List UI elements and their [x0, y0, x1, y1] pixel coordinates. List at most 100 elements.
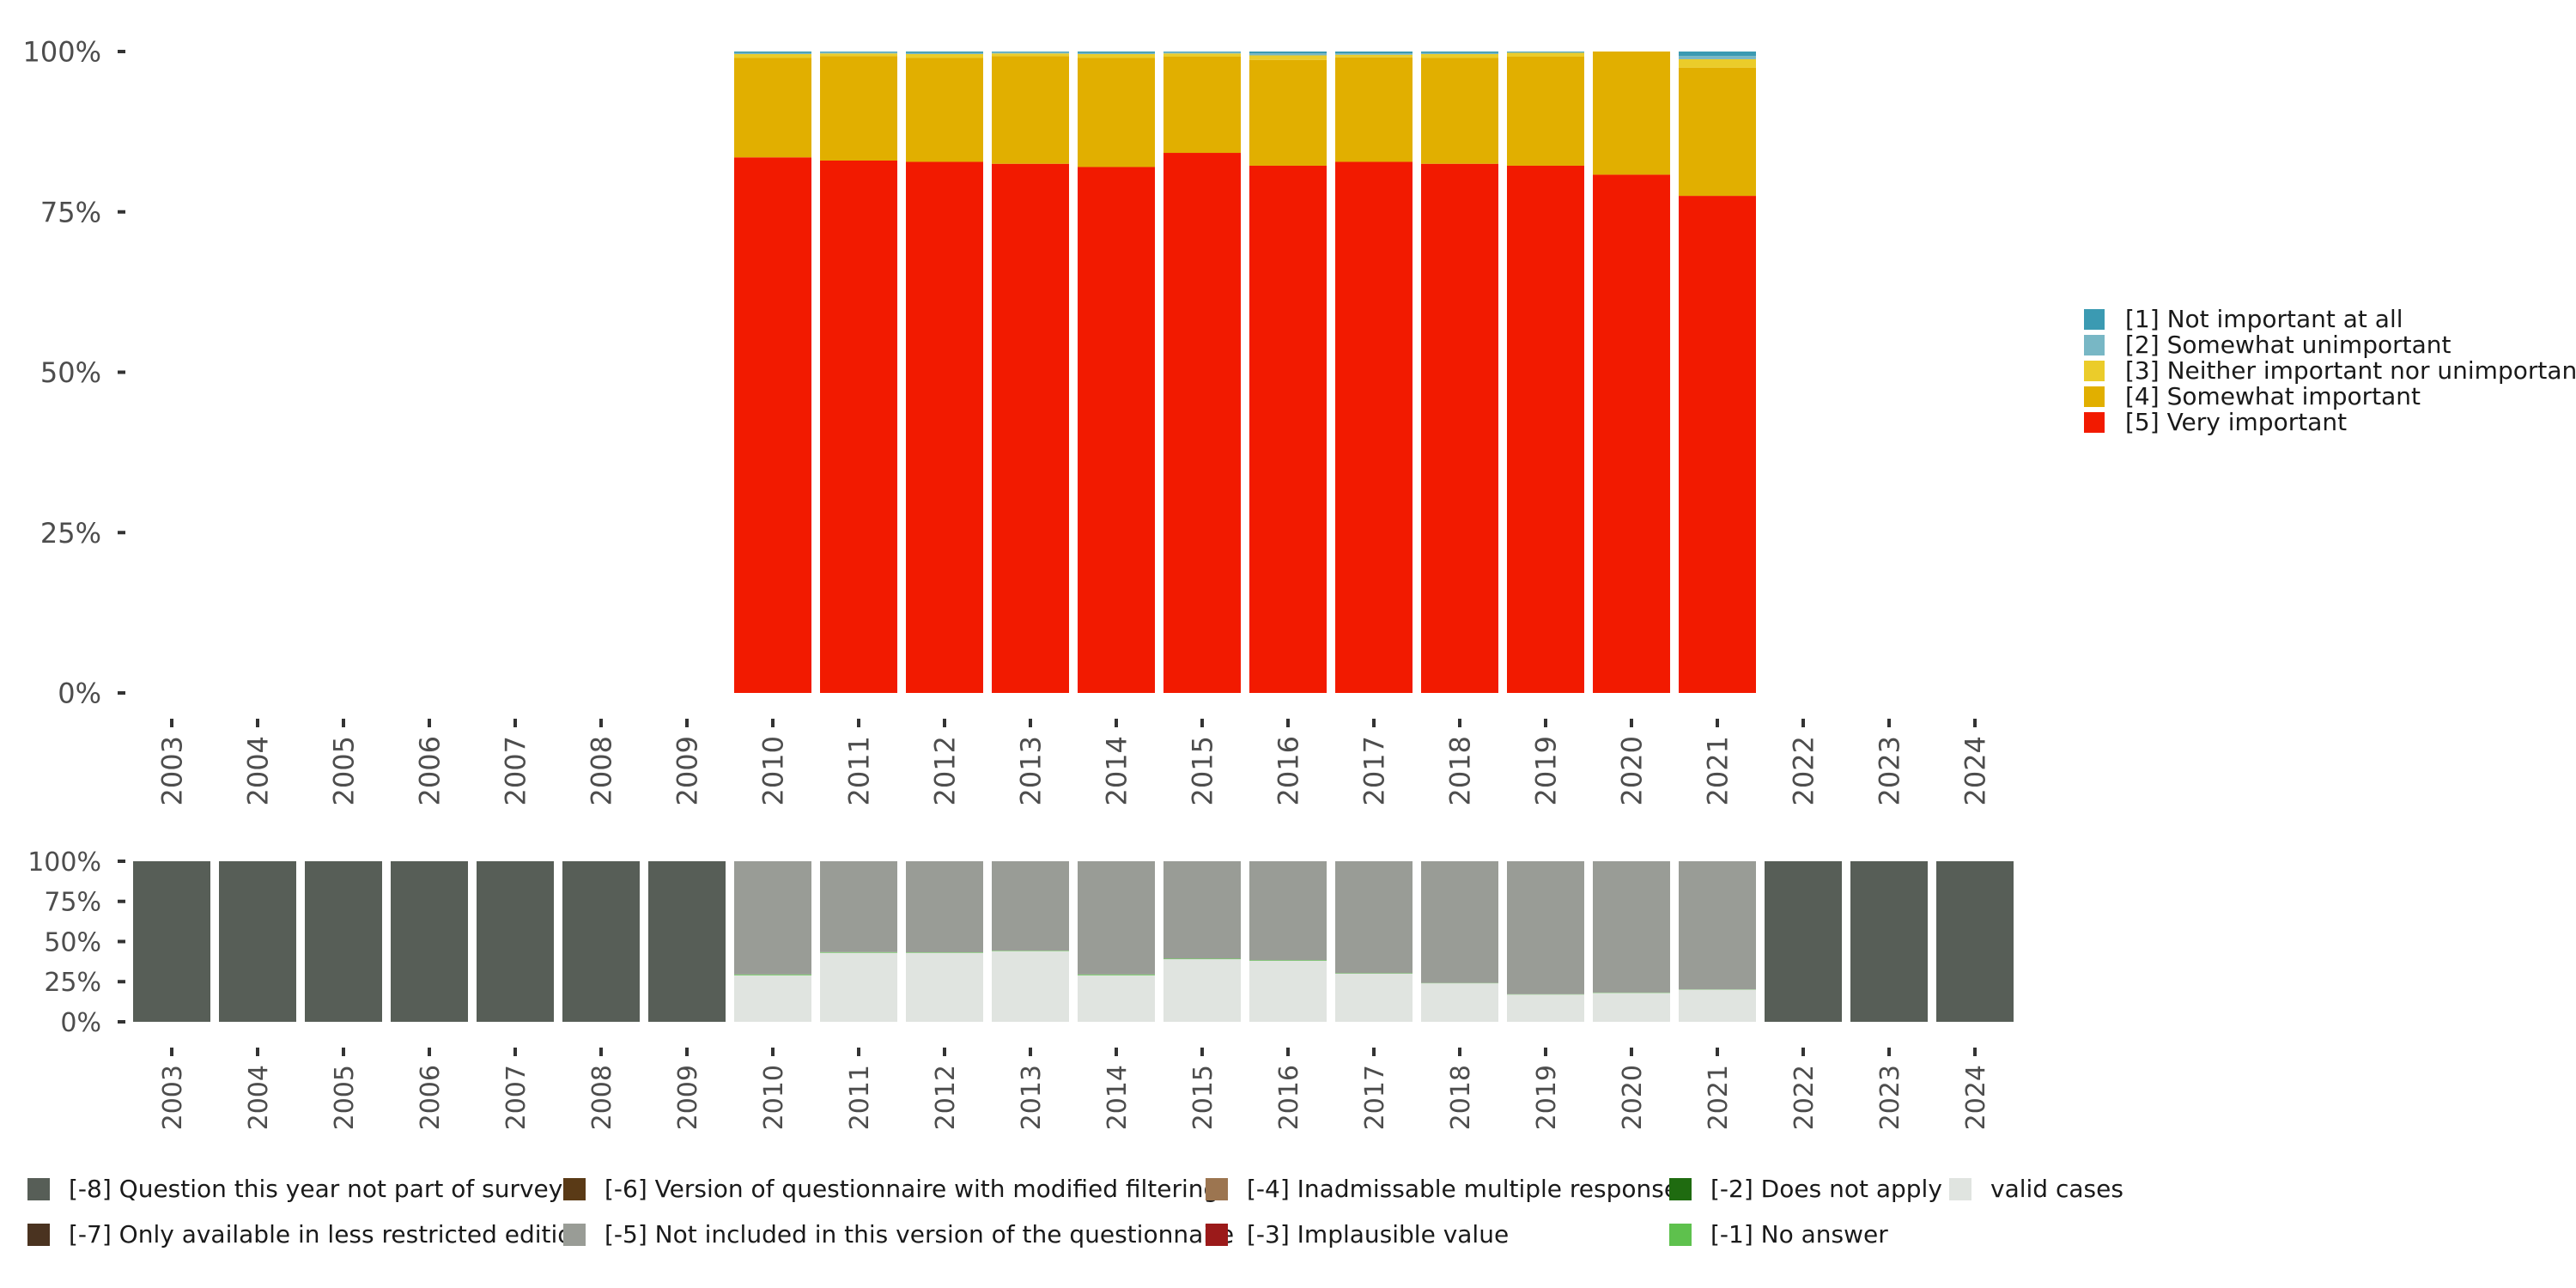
legend-swatch: [27, 1178, 50, 1200]
legend-label: [3] Neither important nor unimportant: [2125, 356, 2576, 385]
bar-segment-2014-5: [1078, 861, 1155, 975]
bar-segment-2017-4: [1335, 52, 1413, 54]
bar-segment-2009-8: [648, 861, 726, 1022]
bar-segment-2018-3: [1421, 52, 1498, 54]
legend-swatch: [2084, 386, 2105, 407]
x-tick-label: 2018: [1446, 1065, 1476, 1130]
bar-segment-2018-1: [1421, 58, 1498, 164]
x-tick-label: 2010: [757, 736, 790, 805]
main-legend: [1] Not important at all[2] Somewhat uni…: [2084, 305, 2576, 436]
bar-segment-2017-0: [1335, 973, 1413, 1022]
y-tick-label: 25%: [40, 517, 101, 550]
x-tick-label: 2007: [500, 736, 532, 805]
bar-segment-2023-8: [1850, 861, 1928, 1022]
y-tick-label: 0%: [60, 1008, 101, 1038]
bar-segment-2017-2: [1335, 54, 1413, 58]
x-tick-label: 2020: [1618, 1065, 1648, 1130]
x-tick-label: 2008: [586, 736, 618, 805]
x-tick-label: 2011: [843, 736, 876, 805]
bar-segment-2016-2: [1249, 55, 1327, 60]
bar-segment-2011-1: [820, 951, 897, 953]
missing-legend: [-8] Question this year not part of surv…: [27, 1175, 2123, 1249]
bar-segment-2022-8: [1765, 861, 1842, 1022]
bar-segment-2005-8: [305, 861, 382, 1022]
bar-segment-2013-5: [992, 861, 1069, 951]
bar-segment-2017-5: [1335, 861, 1413, 974]
bar-segment-2011-5: [820, 861, 897, 952]
bar-segment-2010-3: [734, 52, 811, 54]
bar-segment-2018-2: [1421, 53, 1498, 58]
x-tick-label: 2009: [673, 1065, 703, 1130]
bar-segment-2021-2: [1679, 58, 1756, 68]
bar-segment-2020-0: [1593, 993, 1670, 1022]
bar-segment-2011-3: [820, 52, 897, 54]
bar-segment-2018-0: [1421, 163, 1498, 694]
bar-segment-2007-8: [477, 861, 554, 1022]
bar-segment-2004-8: [219, 861, 296, 1022]
x-tick-label: 2022: [1789, 1065, 1820, 1130]
legend-swatch: [2084, 335, 2105, 355]
legend-swatch: [2084, 412, 2105, 433]
bar-segment-2012-0: [906, 952, 983, 1022]
bar-segment-2015-2: [1163, 53, 1241, 57]
legend-label: [-4] Inadmissable multiple response: [1247, 1175, 1679, 1203]
y-tick-label: 25%: [44, 968, 101, 998]
bar-segment-2015-0: [1163, 959, 1241, 1022]
bar-segment-2012-3: [906, 52, 983, 54]
x-tick-label: 2018: [1444, 736, 1477, 805]
x-tick-label: 2005: [328, 736, 361, 805]
bar-segment-2020-1: [1593, 52, 1670, 175]
bar-segment-2015-5: [1163, 861, 1241, 959]
bar-segment-2019-2: [1507, 52, 1584, 57]
bar-segment-2013-2: [992, 53, 1069, 57]
legend-swatch: [27, 1224, 50, 1246]
bar-segment-2012-1: [906, 952, 983, 953]
legend-label: valid cases: [1990, 1175, 2123, 1203]
bar-segment-2021-4: [1679, 52, 1756, 57]
bar-segment-2003-8: [133, 861, 210, 1022]
bar-segment-2021-5: [1679, 861, 1756, 990]
bar-segment-2011-0: [820, 952, 897, 1022]
y-tick-label: 75%: [44, 888, 101, 918]
legend-label: [-6] Version of questionnaire with modif…: [605, 1175, 1218, 1203]
x-tick-label: 2024: [1959, 736, 1992, 805]
y-tick-label: 100%: [23, 36, 101, 69]
bar-segment-2014-3: [1078, 52, 1155, 54]
x-tick-label: 2004: [242, 736, 275, 805]
bar-segment-2016-1: [1249, 960, 1327, 961]
bar-segment-2012-2: [906, 53, 983, 58]
legend-swatch: [1949, 1178, 1971, 1200]
bar-segment-2016-3: [1249, 53, 1327, 56]
bar-segment-2006-8: [391, 861, 468, 1022]
x-tick-label: 2017: [1360, 1065, 1390, 1130]
bar-segment-2019-3: [1507, 52, 1584, 53]
bar-segment-2017-1: [1335, 57, 1413, 162]
bar-segment-2020-5: [1593, 861, 1670, 993]
legend-swatch: [1669, 1178, 1692, 1200]
x-tick-label: 2009: [671, 736, 704, 805]
bar-segment-2015-3: [1163, 52, 1241, 54]
bar-segment-2008-8: [562, 861, 640, 1022]
x-tick-label: 2015: [1187, 736, 1219, 805]
x-tick-label: 2014: [1101, 736, 1133, 805]
legend-swatch: [1206, 1224, 1228, 1246]
bar-segment-2017-3: [1335, 53, 1413, 55]
bar-segment-2010-2: [734, 53, 811, 58]
bar-segment-2019-0: [1507, 994, 1584, 1022]
x-tick-label: 2023: [1875, 1065, 1905, 1130]
legend-swatch: [2084, 361, 2105, 381]
bar-segment-2021-3: [1679, 56, 1756, 59]
bar-segment-2015-0: [1163, 153, 1241, 693]
x-tick-label: 2017: [1358, 736, 1391, 805]
y-tick-label: 75%: [40, 196, 101, 228]
legend-label: [2] Somewhat unimportant: [2125, 331, 2451, 359]
x-tick-label: 2013: [1015, 736, 1048, 805]
bar-segment-2012-1: [906, 58, 983, 162]
bar-segment-2019-5: [1507, 861, 1584, 994]
y-tick-label: 50%: [44, 927, 101, 957]
bar-segment-2014-0: [1078, 167, 1155, 693]
legend-swatch: [1206, 1178, 1228, 1200]
x-tick-label: 2022: [1788, 736, 1820, 805]
bar-segment-2021-0: [1679, 196, 1756, 693]
bar-segment-2016-0: [1249, 165, 1327, 693]
